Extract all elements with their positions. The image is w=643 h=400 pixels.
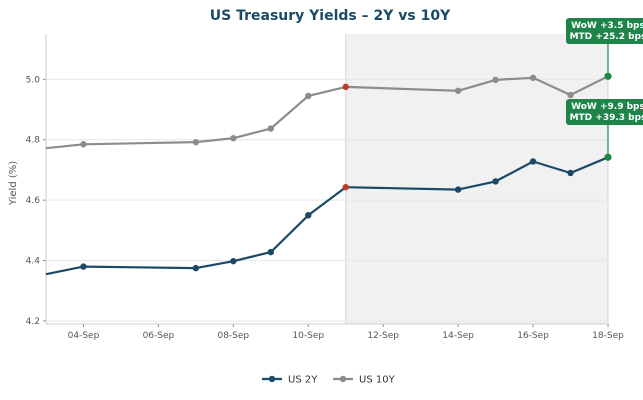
y-tick-label: 5.0 [26, 75, 41, 85]
data-point [492, 178, 499, 185]
data-point [305, 212, 312, 219]
shaded-region [345, 34, 608, 324]
x-tick-label: 04-Sep [68, 331, 100, 341]
data-point [529, 74, 537, 82]
series-layer [45, 73, 612, 276]
y-tick-label: 4.8 [26, 136, 41, 146]
y-tick-label: 4.2 [26, 317, 40, 327]
data-point [267, 248, 274, 256]
data-point [80, 141, 87, 148]
y-tick-label: 4.6 [26, 196, 41, 206]
data-point [567, 169, 574, 177]
chart-title: US Treasury Yields – 2Y vs 10Y [210, 8, 451, 24]
x-tick-label: 08-Sep [217, 331, 249, 341]
y-tick-label: 4.4 [26, 257, 41, 267]
data-point [567, 91, 574, 99]
data-point [492, 76, 499, 84]
x-tick-label: 16-Sep [517, 331, 549, 341]
data-point [230, 257, 237, 265]
axes-layer: 4.2 4.4 4.6 4.8 5.0 04-Sep 06-Sep 08-Sep 10-Sep 1… [26, 34, 624, 341]
annotation-box [566, 99, 643, 125]
y-axis-label: Yield (%) [8, 161, 19, 206]
series-line-us-10y [45, 75, 609, 150]
legend-marker-us-2y [268, 375, 276, 383]
data-point [80, 263, 87, 270]
data-point [454, 87, 462, 94]
x-tick-label: 12-Sep [367, 331, 399, 341]
annotation-point [604, 153, 612, 161]
highlight-point [342, 183, 349, 191]
annotation-point [604, 72, 612, 80]
legend-label-us-2y: US 2Y [288, 375, 318, 386]
annotation-text: WoW +9.9 bps [571, 102, 643, 112]
data-point [454, 186, 462, 193]
highlight-point [342, 83, 349, 91]
x-tick-label: 10-Sep [292, 331, 324, 341]
series-line-us-2y [45, 156, 609, 276]
data-point [192, 138, 200, 146]
legend: US 2Y US 10Y [262, 375, 396, 386]
x-tick-label: 14-Sep [442, 331, 474, 341]
annotation-text: MTD +39.3 bps [570, 113, 643, 123]
legend-marker-us-10y [339, 375, 347, 383]
annotation-text: WoW +3.5 bps [571, 21, 643, 31]
annotation-box [566, 18, 643, 44]
data-point [267, 125, 274, 132]
data-point [192, 264, 200, 272]
x-tick-label: 18-Sep [592, 331, 624, 341]
data-point [529, 158, 537, 165]
annotation-text: MTD +25.2 bps [570, 32, 643, 42]
legend-label-us-10y: US 10Y [359, 375, 396, 386]
data-point [305, 92, 312, 100]
x-tick-label: 06-Sep [143, 331, 175, 341]
data-point [230, 135, 237, 142]
shaded-region-layer [345, 34, 609, 324]
